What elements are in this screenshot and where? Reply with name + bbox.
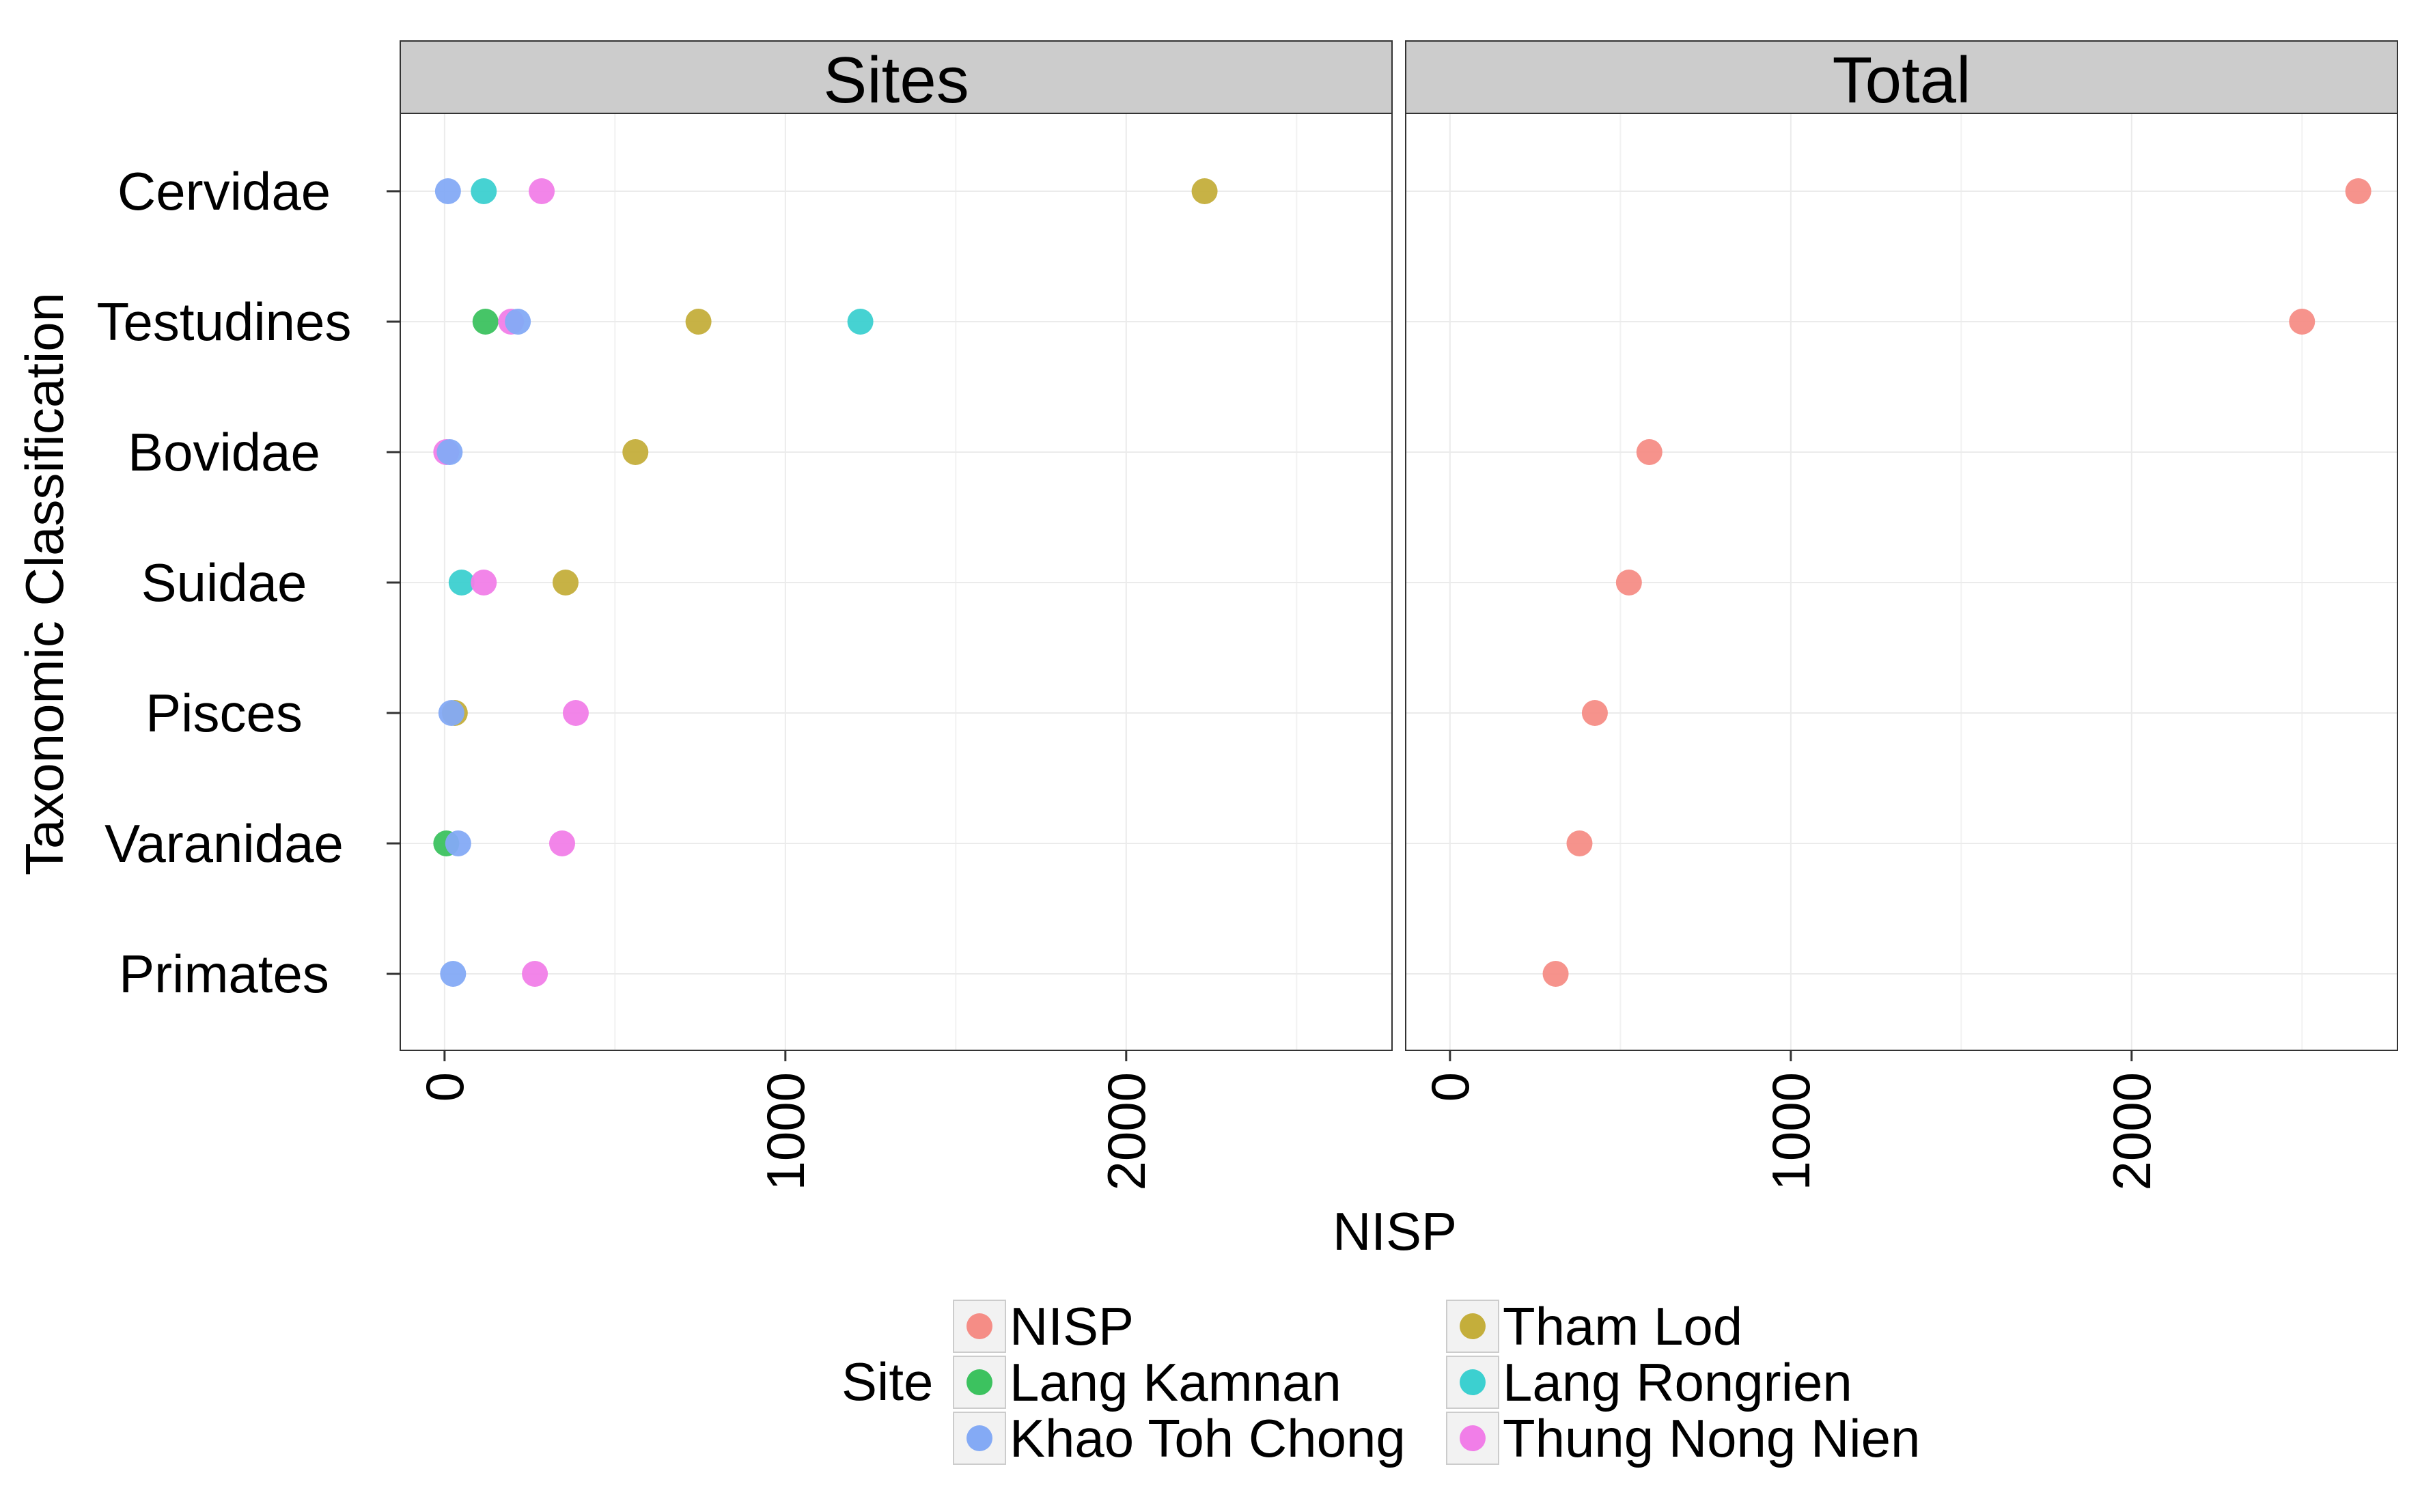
data-point-nisp: [2289, 309, 2315, 335]
data-point-nisp: [1542, 961, 1569, 987]
data-point-thung-nong-nien: [522, 961, 548, 987]
data-point-thung-nong-nien: [562, 700, 589, 726]
legend-item: Thung Nong Nien: [1446, 1408, 1920, 1468]
data-point-thung-nong-nien: [471, 570, 497, 596]
data-point-khao-toh-chong: [436, 439, 463, 465]
data-point-nisp: [1566, 830, 1593, 856]
legend-label: NISP: [1010, 1296, 1134, 1356]
panel-border: [1405, 113, 2398, 1051]
x-tick-label: 2000: [2102, 1072, 2162, 1191]
panel-sites: Sites 0 1000 2000: [400, 40, 1393, 1191]
legend-item: Khao Toh Chong: [953, 1408, 1406, 1468]
data-point-thung-nong-nien: [529, 178, 555, 204]
legend-item: Lang Rongrien: [1446, 1352, 1852, 1412]
x-axis-title: NISP: [1333, 1201, 1457, 1261]
x-tick-label: 0: [415, 1072, 475, 1102]
data-point-lang-rongrien: [448, 570, 475, 596]
data-point-tham-lod: [622, 439, 649, 465]
legend-swatch: [1460, 1425, 1486, 1451]
strip-label: Sites: [823, 44, 969, 117]
y-axis: Cervidae Testudines Bovidae Suidae Pisces Var…: [97, 161, 400, 1004]
legend-swatch: [966, 1313, 992, 1339]
y-tick-label: Pisces: [145, 683, 303, 743]
legend-label: Lang Rongrien: [1503, 1352, 1852, 1412]
legend-label: Khao Toh Chong: [1010, 1408, 1406, 1468]
data-point-lang-rongrien: [471, 178, 497, 204]
data-point-nisp: [2345, 178, 2372, 204]
y-tick-label: Varanidae: [105, 813, 344, 873]
data-point-nisp: [1581, 700, 1608, 726]
legend-swatch: [1460, 1369, 1486, 1395]
x-tick-label: 1000: [755, 1072, 816, 1191]
x-tick-label: 1000: [1761, 1072, 1821, 1191]
legend-label: Tham Lod: [1503, 1296, 1742, 1356]
legend-swatch: [1460, 1313, 1486, 1339]
data-point-nisp: [1615, 570, 1642, 596]
data-point-khao-toh-chong: [434, 178, 461, 204]
data-point-lang-rongrien: [847, 309, 874, 335]
legend-title: Site: [842, 1352, 933, 1412]
data-point-nisp: [1636, 439, 1663, 465]
legend-label: Lang Kamnan: [1010, 1352, 1341, 1412]
data-point-tham-lod: [1191, 178, 1218, 204]
legend-item: NISP: [953, 1296, 1134, 1356]
y-tick-label: Testudines: [97, 292, 352, 352]
x-tick-label: 2000: [1096, 1072, 1156, 1191]
data-point-tham-lod: [685, 309, 712, 335]
panel-total: Total 0 1000 2000: [1405, 40, 2398, 1191]
y-tick-label: Suidae: [141, 552, 307, 613]
facet-panels: Sites 0 1000 2000 Total 0 1000 2000 Cervidae Test…: [97, 40, 2398, 1191]
legend-swatch: [966, 1425, 992, 1451]
strip-label: Total: [1833, 44, 1971, 117]
strip-background: [400, 40, 1393, 114]
legend-swatch: [966, 1369, 992, 1395]
y-tick-label: Bovidae: [128, 422, 320, 482]
data-point-thung-nong-nien: [549, 830, 576, 856]
x-tick-label: 0: [1420, 1072, 1480, 1102]
y-axis-title: Taxonomic Classification: [14, 292, 74, 876]
legend-item: Tham Lod: [1446, 1296, 1742, 1356]
legend-label: Thung Nong Nien: [1503, 1408, 1920, 1468]
data-point-khao-toh-chong: [445, 830, 471, 856]
data-point-khao-toh-chong: [438, 700, 464, 726]
strip-background: [1405, 40, 2398, 114]
data-point-tham-lod: [553, 570, 579, 596]
legend-item: Lang Kamnan: [953, 1352, 1341, 1412]
data-point-lang-kamnan: [472, 309, 499, 335]
y-tick-label: Cervidae: [117, 161, 331, 221]
y-tick-label: Primates: [119, 944, 329, 1004]
data-point-khao-toh-chong: [440, 961, 467, 987]
data-point-khao-toh-chong: [505, 309, 531, 335]
